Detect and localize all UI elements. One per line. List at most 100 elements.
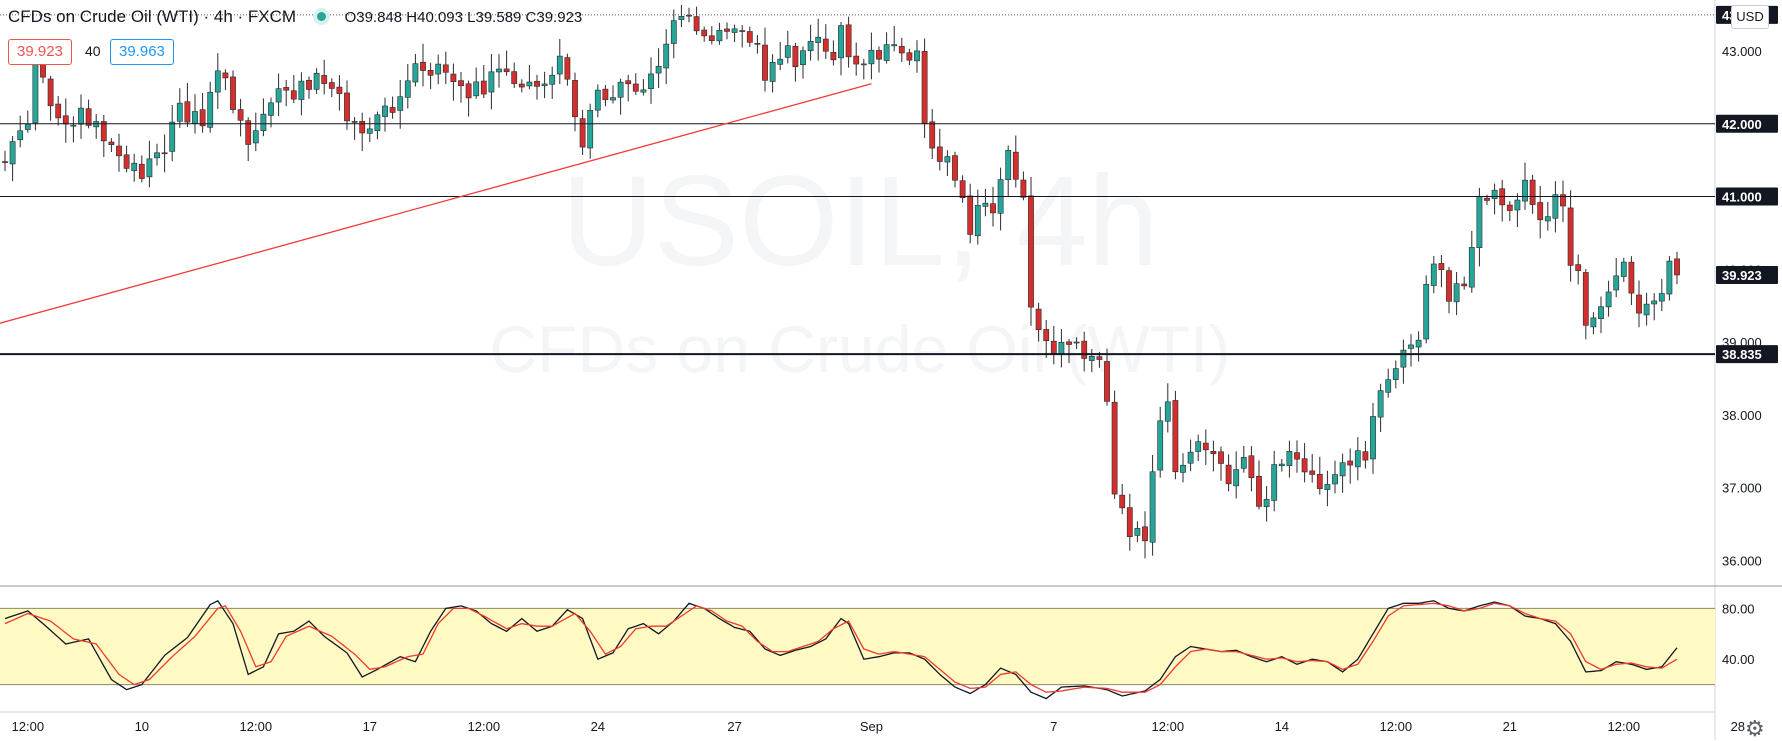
level-label-bg [1716, 114, 1778, 133]
candle [351, 117, 358, 140]
candle [838, 22, 844, 76]
candle-body [1575, 264, 1582, 271]
candle [1544, 201, 1551, 231]
level-label-bg [1716, 187, 1778, 206]
symbol-title[interactable]: CFDs on Crude Oil (WTI) · 4h · FXCM [8, 7, 297, 26]
candle-body [579, 118, 586, 148]
candle [1066, 338, 1072, 364]
candle-body [1423, 284, 1430, 340]
candle-body [131, 162, 138, 171]
candle [876, 46, 882, 73]
candle [967, 183, 974, 244]
candle-body [298, 80, 305, 100]
candle-body [199, 109, 206, 127]
candle [1582, 269, 1589, 340]
candle-body [351, 121, 358, 123]
candle [632, 73, 639, 95]
candle-body [473, 81, 480, 97]
candle [237, 98, 244, 137]
candle-body [1202, 442, 1209, 451]
ask-price-button[interactable]: 39.963 [110, 39, 174, 65]
candle-body [1180, 464, 1186, 473]
candle [382, 97, 388, 132]
candle [1172, 390, 1179, 480]
candle-body [1309, 470, 1316, 475]
candle-body [1415, 339, 1422, 348]
candle [815, 18, 822, 61]
candle-body [959, 180, 966, 198]
candle-body [290, 90, 297, 100]
candle-body [1111, 401, 1118, 495]
candle [480, 64, 487, 99]
candle-body [488, 71, 495, 93]
candle [784, 30, 791, 64]
candle [199, 92, 206, 133]
candle [929, 109, 936, 159]
candle [708, 26, 715, 45]
candle [496, 54, 502, 88]
ohlc-values: O39.848 H40.093 L39.589 C39.923 [344, 9, 583, 26]
candle-body [1005, 149, 1012, 181]
candle-body [572, 80, 578, 118]
candle-body [549, 74, 556, 85]
candle-body [807, 41, 814, 52]
candle [1362, 440, 1369, 469]
candle-body [1354, 450, 1361, 468]
candle [655, 48, 662, 89]
candle-body [564, 57, 571, 80]
candle [1081, 331, 1088, 372]
candle-body [17, 130, 24, 141]
candle [488, 53, 495, 110]
candle-body [883, 44, 890, 61]
candle-body [1066, 341, 1072, 345]
candle [777, 41, 784, 71]
watermark-description: CFDs on Crude Oil (WTI) [490, 312, 1231, 386]
candle [731, 24, 738, 43]
candle-body [1522, 179, 1528, 202]
candle-body [678, 15, 685, 20]
candle-body [784, 45, 791, 58]
candle [952, 151, 958, 188]
candle-body [541, 83, 548, 87]
candle [1560, 180, 1566, 223]
candle [1453, 271, 1460, 316]
candle [1301, 443, 1308, 483]
candle [1514, 193, 1521, 227]
candle-body [800, 50, 806, 66]
candle [974, 189, 981, 245]
candle [1605, 280, 1612, 317]
candle-body [420, 61, 426, 71]
candle [556, 39, 563, 84]
candle-body [868, 49, 875, 65]
currency-button[interactable]: USD [1731, 5, 1769, 29]
candle-body [1476, 196, 1483, 249]
candle-body [1316, 473, 1323, 489]
candle [678, 4, 685, 28]
time-tick-label: 17 [363, 719, 377, 734]
candle [792, 42, 799, 82]
candle-body [754, 43, 761, 45]
candle-body [1256, 476, 1262, 507]
candle-body [1560, 194, 1566, 207]
candle [693, 6, 700, 35]
trendline[interactable] [0, 83, 872, 324]
candle-body [1408, 344, 1414, 349]
gear-icon[interactable]: ⚙ [1745, 716, 1765, 741]
candle-body [1567, 207, 1574, 266]
candle [70, 116, 77, 143]
time-tick-label: 12:00 [12, 719, 45, 734]
candle [214, 53, 221, 109]
candle [990, 186, 996, 227]
candle-body [1149, 471, 1156, 543]
time-tick-label: 24 [591, 719, 605, 734]
candle-body [1461, 283, 1468, 287]
candle-body [1012, 151, 1019, 180]
candle-body [62, 115, 69, 125]
candle [1339, 453, 1346, 493]
candle [1134, 521, 1141, 543]
candle [2, 150, 8, 171]
candle [328, 78, 335, 97]
bid-price-button[interactable]: 39.923 [8, 39, 72, 65]
candle-body [1590, 317, 1597, 328]
